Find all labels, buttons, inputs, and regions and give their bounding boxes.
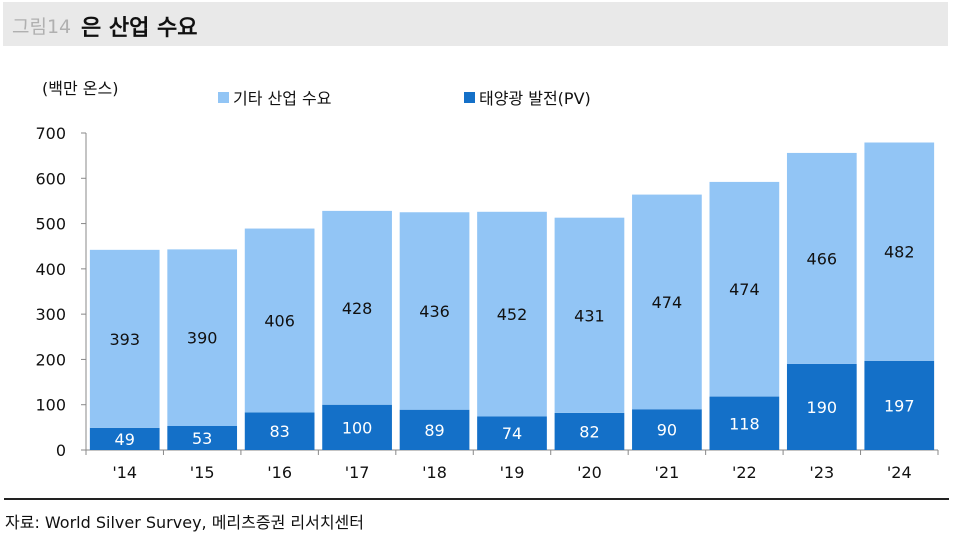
bar-pv	[322, 404, 392, 450]
data-label: 474	[652, 293, 683, 312]
bar-pv	[244, 412, 315, 450]
bar-pv	[786, 363, 857, 450]
x-tick-label: '24	[887, 463, 912, 482]
x-tick-label: '19	[500, 463, 525, 482]
bar-pv	[554, 412, 625, 450]
bar-pv	[399, 409, 470, 450]
x-tick-label: '16	[267, 463, 292, 482]
bar-other	[554, 217, 625, 413]
bar-other	[399, 212, 470, 410]
data-label: 100	[342, 418, 373, 437]
legend-label: 기타 산업 수요	[233, 89, 332, 108]
bar-pv	[709, 396, 780, 450]
data-label: 90	[657, 421, 677, 440]
bar-other	[477, 211, 547, 417]
y-tick-label: 400	[35, 260, 66, 279]
data-label: 482	[884, 243, 915, 262]
data-label: 74	[502, 424, 522, 443]
bar-other	[709, 181, 780, 397]
bar-other	[632, 194, 702, 410]
x-tick-label: '14	[112, 463, 137, 482]
bar-pv	[632, 409, 702, 450]
legend-item-pv: 태양광 발전(PV)	[464, 85, 591, 109]
y-tick-label: 300	[35, 305, 66, 324]
x-tick-label: '18	[422, 463, 447, 482]
y-axis-unit: (백만 온스)	[42, 79, 119, 98]
y-tick-label: 700	[35, 124, 66, 143]
bar-other	[786, 152, 857, 364]
legend-swatch	[464, 91, 475, 103]
data-label: 466	[807, 249, 838, 268]
bar-other	[89, 249, 160, 428]
data-label: 428	[342, 299, 373, 318]
data-label: 452	[497, 305, 528, 324]
bar-other	[167, 249, 238, 426]
source-note: 자료: World Silver Survey, 메리츠증권 리서치센터	[5, 513, 364, 532]
bar-other	[244, 228, 315, 413]
data-label: 190	[807, 398, 838, 417]
data-label: 431	[574, 306, 605, 325]
figure-label: 그림14	[12, 16, 72, 38]
x-tick-label: '21	[655, 463, 680, 482]
y-tick-label: 100	[35, 396, 66, 415]
data-label: 83	[269, 422, 289, 441]
legend-label: 태양광 발전(PV)	[479, 89, 591, 108]
data-label: 390	[187, 329, 218, 348]
data-label: 53	[192, 429, 212, 448]
bar-pv	[89, 427, 160, 450]
x-tick-label: '22	[732, 463, 757, 482]
y-tick-label: 500	[35, 215, 66, 234]
y-tick-label: 600	[35, 169, 66, 188]
data-label: 89	[424, 421, 444, 440]
footer-divider	[4, 498, 949, 500]
legend-swatch	[218, 91, 229, 103]
data-label: 197	[884, 396, 915, 415]
x-tick-label: '15	[190, 463, 215, 482]
x-tick-label: '17	[345, 463, 370, 482]
data-label: 406	[264, 311, 295, 330]
bar-other	[864, 142, 935, 361]
chart-title: 은 산업 수요	[81, 16, 198, 41]
y-tick-label: 0	[56, 441, 66, 460]
x-tick-label: '20	[577, 463, 602, 482]
data-label: 82	[579, 422, 599, 441]
legend-item-other: 기타 산업 수요	[218, 85, 332, 109]
data-label: 118	[729, 414, 760, 433]
title-bar: 그림14 은 산업 수요	[3, 2, 948, 46]
data-label: 474	[729, 280, 760, 299]
bar-pv	[477, 416, 547, 450]
data-label: 49	[115, 430, 135, 449]
bar-other	[322, 210, 392, 405]
y-tick-label: 200	[35, 350, 66, 369]
data-label: 393	[109, 330, 140, 349]
x-tick-label: '23	[809, 463, 834, 482]
bar-pv	[864, 360, 935, 450]
data-label: 436	[419, 302, 450, 321]
bar-pv	[167, 425, 238, 450]
